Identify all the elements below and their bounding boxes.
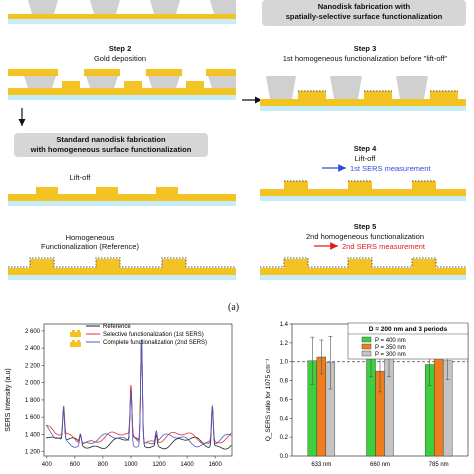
spectrum-x-tick-label: 600 <box>70 462 81 468</box>
step2-title: Step 2 <box>108 44 132 53</box>
step4-note: 1st SERS measurement <box>350 164 431 173</box>
spectrum-y-axis-label: SERS Intensity (a.u) <box>5 368 12 431</box>
step4-caption: Lift-off <box>354 154 376 163</box>
spectrum-line-0 <box>46 340 232 450</box>
spectrum-y-tick-label: 1 800 <box>25 398 41 404</box>
sers-spectrum-chart: 400 600 800 1000 1200 1400 1600 1 200 1 400 1 600… <box>5 323 233 468</box>
homog-line1: Homogeneous <box>65 233 115 242</box>
legend-reference: Reference <box>103 324 131 330</box>
homog-line2: Functionalization (Reference) <box>41 242 139 251</box>
bar-legend-p400: P = 400 nm <box>375 338 406 344</box>
panel-label-a: (a) <box>228 302 240 313</box>
step5-caption: 2nd homogeneous functionalization <box>305 232 424 241</box>
liftoff-left-caption: Lift-off <box>69 173 91 182</box>
standard-fabrication-box: Standard nanodisk fabrication with homog… <box>14 133 208 157</box>
spectrum-frame <box>43 323 233 457</box>
bar-legend: D = 200 nm and 3 periods P = 400 nm P = … <box>347 322 469 360</box>
spectrum-x-tick-label: 400 <box>42 462 53 468</box>
box-line2: with homogeneous surface functionalizati… <box>30 144 192 154</box>
spectrum-legend: Reference Selective functionalization (1… <box>70 324 207 347</box>
bar-category-label: 785 nm <box>429 462 449 468</box>
step2-caption: Gold deposition <box>93 54 147 63</box>
bar-category-label: 633 nm <box>311 462 331 468</box>
step3-caption: 1st homogeneous functionalization before… <box>282 54 448 63</box>
stack-step3-right <box>260 76 466 111</box>
spectrum-line-1 <box>46 344 232 444</box>
bar-legend-p300: P = 300 nm <box>375 352 406 358</box>
stack-step2-gold-deposition <box>8 69 236 100</box>
spectrum-y-tick-label: 1 600 <box>25 415 41 421</box>
bar-y-tick-label: 1.4 <box>280 322 289 328</box>
spectrum-x-tick-label: 800 <box>98 462 109 468</box>
step5-title: Step 5 <box>353 222 377 231</box>
spectrum-y-tick-label: 2 200 <box>25 363 41 369</box>
spectrum-line-2 <box>45 339 232 448</box>
header-box-right: Nanodisk fabrication with spatially-sele… <box>262 0 466 26</box>
header-right-line1: Nanodisk fabrication with <box>317 2 411 11</box>
bar-y-tick-label: 0.0 <box>280 454 289 460</box>
legend-selective: Selective functionalization (1st SERS) <box>103 332 204 338</box>
spectrum-y-tick-label: 2 600 <box>25 329 41 335</box>
legend-complete: Complete functionalization (2nd SERS) <box>103 340 207 346</box>
bar-y-axis-label: Q_SERS ratio for 1075 cm⁻¹ <box>265 358 272 441</box>
spectrum-y-tick-label: 2 000 <box>25 381 41 387</box>
spectrum-x-tick-label: 1400 <box>180 462 194 468</box>
bar-y-tick-label: 1.2 <box>280 341 289 347</box>
header-right-line2: spatially-selective surface functionaliz… <box>285 11 443 21</box>
bar-y-tick-label: 0.4 <box>280 416 289 422</box>
bar-y-tick-label: 0.6 <box>280 397 289 403</box>
spectrum-y-tick-label: 1 400 <box>25 432 41 438</box>
bar-legend-title: D = 200 nm and 3 periods <box>369 326 448 333</box>
schematic-drawing <box>8 0 466 280</box>
stack-liftoff-left <box>8 187 236 206</box>
spectrum-x-tick-label: 1600 <box>208 462 222 468</box>
bar-y-tick-label: 0.8 <box>280 379 289 385</box>
bar-y-tick-label: 1.0 <box>280 360 289 366</box>
qsers-ratio-bar-chart: 0.0 0.2 0.4 0.6 0.8 1.0 1.2 1.4 633 nm 660 nm 785 … <box>265 322 469 468</box>
bar-category-label: 660 nm <box>370 462 390 468</box>
stack-step5-right <box>260 257 466 280</box>
step5-note: 2nd SERS measurement <box>342 242 425 251</box>
step3-title: Step 3 <box>353 44 377 53</box>
spectrum-y-tick-label: 1 200 <box>25 450 41 456</box>
step4-title: Step 4 <box>353 144 377 153</box>
spectrum-x-tick-label: 1200 <box>152 462 166 468</box>
box-line1: Standard nanodisk fabrication <box>56 135 166 144</box>
bar-legend-p350: P = 350 nm <box>375 345 406 351</box>
spectrum-y-tick-label: 2 400 <box>25 346 41 352</box>
bar <box>433 347 444 457</box>
stack-homogeneous-left <box>8 257 236 280</box>
stack-step4-right <box>260 180 466 201</box>
stack-row1-left <box>8 0 236 24</box>
spectrum-x-tick-label: 1000 <box>124 462 138 468</box>
bar-y-tick-label: 0.2 <box>280 435 289 441</box>
